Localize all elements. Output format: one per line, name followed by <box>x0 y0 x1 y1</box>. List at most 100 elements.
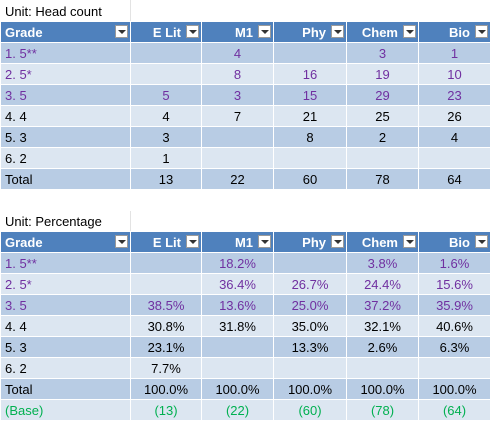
e-lit-cell[interactable]: 1 <box>130 147 202 169</box>
e-lit-cell[interactable]: 30.8% <box>130 315 202 337</box>
header-chem[interactable]: Chem <box>346 21 419 43</box>
grade-cell[interactable]: 3. 5 <box>0 294 131 316</box>
header-phy[interactable]: Phy <box>273 231 347 253</box>
e-lit-cell[interactable]: 38.5% <box>130 294 202 316</box>
m1-cell[interactable]: 31.8% <box>201 315 274 337</box>
m1-cell[interactable]: 8 <box>201 63 274 85</box>
bio-cell[interactable]: 26 <box>418 105 490 127</box>
e-lit-cell[interactable] <box>130 63 202 85</box>
header-m1[interactable]: M1 <box>201 231 274 253</box>
m1-cell[interactable] <box>201 336 274 358</box>
grade-cell[interactable]: 5. 3 <box>0 126 131 148</box>
grade-cell[interactable]: 2. 5* <box>0 63 131 85</box>
grade-cell[interactable]: 5. 3 <box>0 336 131 358</box>
chem-cell[interactable] <box>346 357 419 379</box>
chevron-down-icon[interactable] <box>186 25 199 38</box>
phy-cell[interactable] <box>273 42 347 64</box>
bio-cell[interactable] <box>418 357 490 379</box>
bio-base[interactable]: (64) <box>418 399 490 421</box>
header-grade[interactable]: Grade <box>0 231 131 253</box>
cell[interactable] <box>418 189 490 211</box>
cell[interactable] <box>130 0 202 22</box>
grade-cell[interactable]: 4. 4 <box>0 105 131 127</box>
phy-cell[interactable]: 26.7% <box>273 273 347 295</box>
cell[interactable] <box>201 0 274 22</box>
cell[interactable] <box>346 210 419 232</box>
chevron-down-icon[interactable] <box>475 25 488 38</box>
chevron-down-icon[interactable] <box>403 25 416 38</box>
bio-cell[interactable]: 40.6% <box>418 315 490 337</box>
chevron-down-icon[interactable] <box>475 235 488 248</box>
total-label[interactable]: Total <box>0 378 131 400</box>
e-lit-cell[interactable] <box>130 273 202 295</box>
e-lit-cell[interactable]: 4 <box>130 105 202 127</box>
grade-cell[interactable]: 6. 2 <box>0 147 131 169</box>
m1-cell[interactable]: 18.2% <box>201 252 274 274</box>
grade-cell[interactable]: 3. 5 <box>0 84 131 106</box>
m1-cell[interactable] <box>201 126 274 148</box>
cell[interactable] <box>273 210 347 232</box>
phy-cell[interactable] <box>273 357 347 379</box>
phy-cell[interactable]: 16 <box>273 63 347 85</box>
bio-cell[interactable]: 1.6% <box>418 252 490 274</box>
chevron-down-icon[interactable] <box>331 235 344 248</box>
e-lit-cell[interactable] <box>130 252 202 274</box>
chem-cell[interactable]: 25 <box>346 105 419 127</box>
e-lit-cell[interactable] <box>130 42 202 64</box>
phy-cell[interactable]: 13.3% <box>273 336 347 358</box>
bio-cell[interactable]: 10 <box>418 63 490 85</box>
grade-cell[interactable]: 2. 5* <box>0 273 131 295</box>
percentage-title[interactable]: Unit: Percentage <box>0 210 131 232</box>
bio-cell[interactable] <box>418 147 490 169</box>
chevron-down-icon[interactable] <box>258 235 271 248</box>
chevron-down-icon[interactable] <box>115 25 128 38</box>
bio-cell[interactable]: 6.3% <box>418 336 490 358</box>
chevron-down-icon[interactable] <box>186 235 199 248</box>
chem-cell[interactable] <box>346 147 419 169</box>
phy-cell[interactable] <box>273 147 347 169</box>
cell[interactable] <box>418 0 490 22</box>
e-lit-cell[interactable]: 23.1% <box>130 336 202 358</box>
headcount-title[interactable]: Unit: Head count <box>0 0 131 22</box>
chem-cell[interactable]: 3 <box>346 42 419 64</box>
phy-base[interactable]: (60) <box>273 399 347 421</box>
chem-total[interactable]: 100.0% <box>346 378 419 400</box>
phy-total[interactable]: 60 <box>273 168 347 190</box>
phy-cell[interactable]: 25.0% <box>273 294 347 316</box>
header-bio[interactable]: Bio <box>418 21 490 43</box>
m1-cell[interactable] <box>201 357 274 379</box>
cell[interactable] <box>201 210 274 232</box>
bio-cell[interactable]: 4 <box>418 126 490 148</box>
grade-cell[interactable]: 1. 5** <box>0 42 131 64</box>
bio-cell[interactable]: 35.9% <box>418 294 490 316</box>
cell[interactable] <box>346 189 419 211</box>
e-lit-cell[interactable]: 5 <box>130 84 202 106</box>
bio-cell[interactable]: 15.6% <box>418 273 490 295</box>
header-m1[interactable]: M1 <box>201 21 274 43</box>
cell[interactable] <box>130 189 202 211</box>
chem-cell[interactable]: 24.4% <box>346 273 419 295</box>
e-lit-base[interactable]: (13) <box>130 399 202 421</box>
m1-base[interactable]: (22) <box>201 399 274 421</box>
chem-cell[interactable]: 29 <box>346 84 419 106</box>
cell[interactable] <box>273 0 347 22</box>
total-label[interactable]: Total <box>0 168 131 190</box>
m1-cell[interactable]: 4 <box>201 42 274 64</box>
chem-cell[interactable]: 37.2% <box>346 294 419 316</box>
chem-cell[interactable]: 3.8% <box>346 252 419 274</box>
e-lit-total[interactable]: 100.0% <box>130 378 202 400</box>
cell[interactable] <box>0 189 131 211</box>
e-lit-cell[interactable]: 7.7% <box>130 357 202 379</box>
bio-cell[interactable]: 23 <box>418 84 490 106</box>
phy-cell[interactable]: 35.0% <box>273 315 347 337</box>
chevron-down-icon[interactable] <box>258 25 271 38</box>
cell[interactable] <box>273 189 347 211</box>
phy-cell[interactable]: 15 <box>273 84 347 106</box>
header-e-lit[interactable]: E Lit <box>130 21 202 43</box>
header-chem[interactable]: Chem <box>346 231 419 253</box>
chem-total[interactable]: 78 <box>346 168 419 190</box>
cell[interactable] <box>201 189 274 211</box>
header-grade[interactable]: Grade <box>0 21 131 43</box>
m1-cell[interactable]: 7 <box>201 105 274 127</box>
header-e-lit[interactable]: E Lit <box>130 231 202 253</box>
